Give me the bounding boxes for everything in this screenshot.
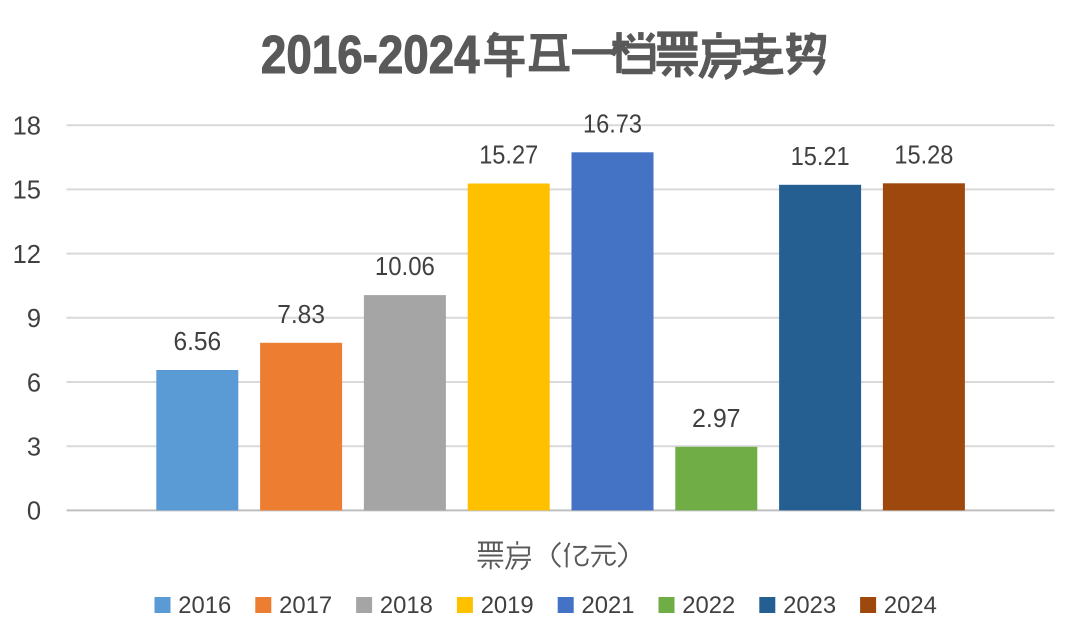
svg-text:2021: 2021 (582, 592, 635, 619)
svg-text:2024: 2024 (884, 592, 937, 619)
svg-text:18: 18 (13, 113, 41, 141)
svg-text:2.97: 2.97 (692, 405, 741, 433)
svg-text:2017: 2017 (279, 592, 332, 619)
svg-text:2016: 2016 (178, 592, 231, 619)
svg-text:2023: 2023 (783, 592, 836, 619)
svg-text:9: 9 (27, 305, 41, 333)
svg-text:2018: 2018 (380, 592, 433, 619)
svg-text:16.73: 16.73 (583, 110, 642, 138)
svg-text:12: 12 (13, 241, 41, 269)
svg-text:15.21: 15.21 (791, 143, 850, 171)
svg-text:2016-2024: 2016-2024 (261, 26, 480, 85)
svg-text:10.06: 10.06 (375, 253, 435, 281)
svg-text:0: 0 (27, 498, 41, 526)
svg-text:15.27: 15.27 (479, 142, 538, 170)
svg-text:3: 3 (27, 434, 41, 462)
svg-text:15: 15 (13, 177, 41, 205)
svg-text:2022: 2022 (682, 592, 735, 619)
svg-text:6: 6 (27, 369, 41, 397)
svg-text:15.28: 15.28 (894, 141, 953, 169)
svg-text:7.83: 7.83 (277, 301, 325, 329)
svg-text:2019: 2019 (481, 592, 534, 619)
svg-text:6.56: 6.56 (173, 328, 221, 356)
